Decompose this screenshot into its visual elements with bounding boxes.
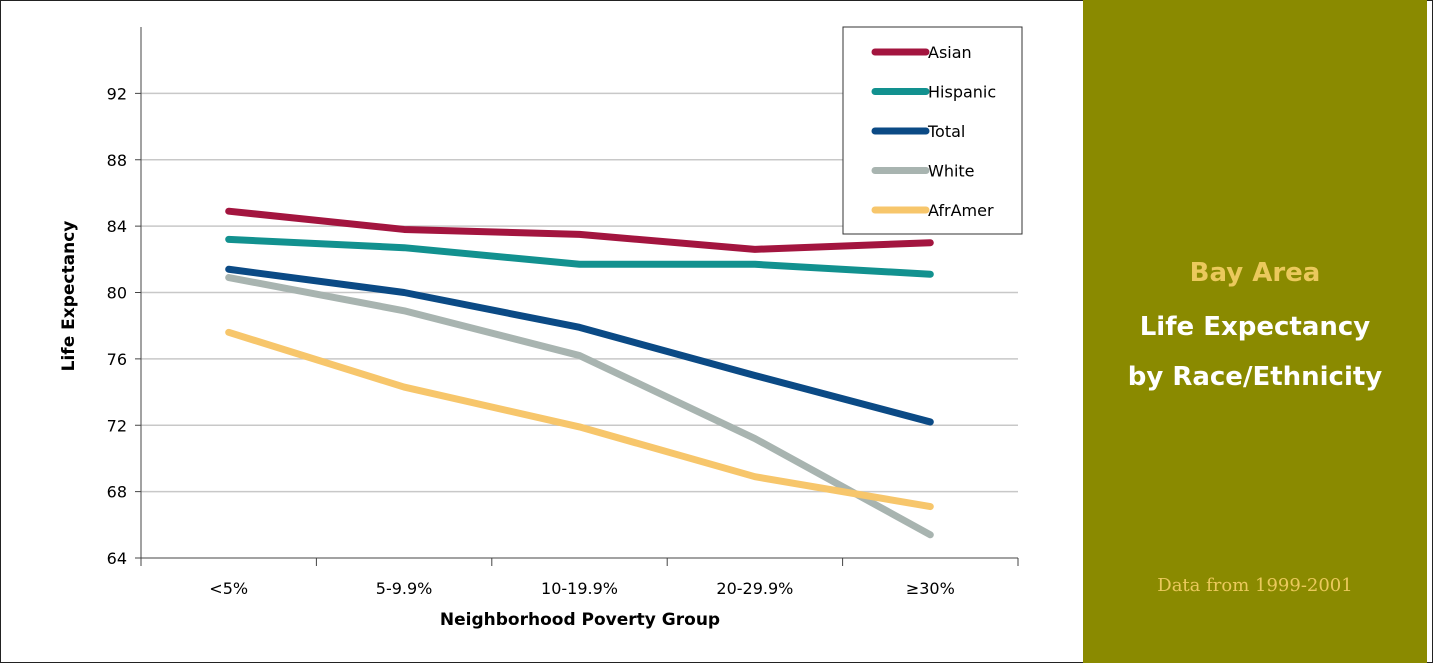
y-tick-label: 68 bbox=[107, 483, 127, 502]
series-line-total bbox=[225, 265, 934, 426]
y-axis-label: Life Expectancy bbox=[59, 221, 79, 372]
panel-data-note: Data from 1999-2001 bbox=[1157, 575, 1353, 596]
series-line-aframer bbox=[225, 328, 934, 511]
x-tick-label: 5-9.9% bbox=[376, 579, 433, 598]
y-tick-label: 64 bbox=[107, 549, 127, 568]
x-axis-label: Neighborhood Poverty Group bbox=[440, 610, 720, 630]
y-tick-label: 92 bbox=[107, 84, 127, 103]
series-line-white bbox=[225, 274, 934, 539]
y-tick-label: 88 bbox=[107, 151, 127, 170]
x-tick-label: <5% bbox=[209, 579, 248, 598]
panel-title-main: Life Expectancy bbox=[1139, 312, 1371, 342]
y-tick-label: 76 bbox=[107, 350, 127, 369]
legend-label-white: White bbox=[928, 162, 975, 181]
legend-label-total: Total bbox=[927, 122, 965, 141]
legend-label-aframer: AfrAmer bbox=[928, 201, 994, 220]
series-lines bbox=[225, 207, 934, 539]
legend-label-asian: Asian bbox=[928, 43, 972, 62]
series-line-asian bbox=[225, 207, 934, 253]
panel-title-sub: by Race/Ethnicity bbox=[1127, 362, 1383, 392]
x-tick-label: 10-19.9% bbox=[541, 579, 618, 598]
y-tick-label: 72 bbox=[107, 416, 127, 435]
x-tick-label: ≥30% bbox=[906, 579, 955, 598]
title-panel: Bay Area Life Expectancy by Race/Ethnici… bbox=[1083, 0, 1427, 663]
y-tick-label: 84 bbox=[107, 217, 127, 236]
axes: 64 68 72 76 80 84 88 92 <5% 5-9.9% 10-19.9% 20-29.9… bbox=[107, 27, 1019, 598]
x-tick-label: 20-29.9% bbox=[716, 579, 793, 598]
panel-title-region: Bay Area bbox=[1189, 258, 1321, 288]
series-line-hispanic bbox=[225, 235, 934, 278]
legend-label-hispanic: Hispanic bbox=[928, 83, 996, 102]
legend: Asian Hispanic Total White AfrAmer bbox=[842, 26, 1023, 235]
y-tick-label: 80 bbox=[107, 284, 127, 303]
